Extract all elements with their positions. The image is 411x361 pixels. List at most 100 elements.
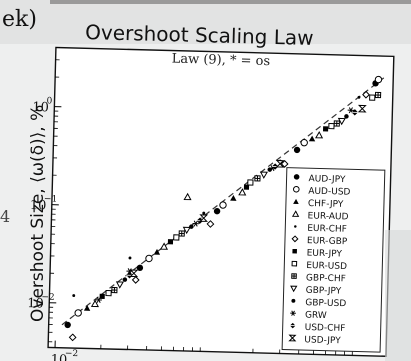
point-gbp-chf — [178, 230, 185, 237]
point-eur-jpy — [243, 184, 250, 190]
marker-shape — [173, 234, 180, 241]
point-usd-jpy — [275, 159, 285, 168]
marker-shape — [328, 122, 335, 130]
marker-shape — [293, 146, 301, 154]
legend-label-eur-chf: EUR-CHF — [307, 224, 347, 235]
legend-marker-gbp-chf — [291, 273, 297, 279]
point-eur-usd — [328, 122, 335, 130]
legend-marker-eur-chf — [294, 225, 297, 228]
point-usd-jpy — [357, 104, 367, 113]
legend-marker-grw — [290, 310, 296, 316]
point-eur-aud — [238, 188, 247, 196]
marker-spoke — [348, 107, 353, 114]
marker-shape — [322, 126, 329, 132]
legend-marker-eur-usd — [291, 260, 298, 267]
marker-shape — [74, 309, 82, 317]
legend-label-usd-jpy: USD-JPY — [304, 335, 341, 346]
point-eur-chf — [72, 294, 76, 298]
marker-shape — [357, 104, 367, 113]
point-usd-chf — [351, 109, 359, 116]
fit-line-layer — [61, 77, 385, 326]
legend-label-usd-chf: USD-CHF — [305, 323, 346, 334]
marker-shape — [213, 207, 221, 215]
marker-shape — [362, 90, 370, 99]
legend-label-chf-jpy: CHF-JPY — [308, 199, 344, 210]
marker-shape — [238, 188, 247, 196]
marker-shape — [288, 334, 297, 342]
point-aud-jpy — [64, 321, 71, 329]
point-eur-gbp — [206, 220, 215, 228]
marker-shape — [337, 117, 346, 126]
legend-label-eur-usd: EUR-USD — [306, 261, 347, 272]
point-gbp-usd — [189, 224, 194, 229]
point-gbp-jpy — [182, 226, 191, 235]
point-grw — [95, 296, 102, 303]
marker-shape — [136, 264, 144, 271]
point-eur-gbp — [362, 90, 370, 99]
y-tick-exponent: −2 — [41, 293, 55, 303]
point-eur-usd — [247, 179, 254, 186]
point-eur-jpy — [99, 293, 105, 299]
legend-marker-gbp-usd — [291, 298, 296, 303]
corner-text: ek) — [2, 7, 37, 32]
marker-shape — [64, 321, 71, 329]
marker-shape — [290, 285, 298, 293]
point-eur-usd — [173, 234, 180, 241]
marker-shape — [199, 214, 209, 222]
legend-label-grw: GRW — [305, 311, 327, 322]
point-gbp-jpy — [259, 171, 268, 179]
point-aud-jpy — [213, 207, 221, 215]
marker-shape — [315, 131, 324, 139]
scan-shadow — [385, 230, 411, 361]
y-tick-exponent: 0 — [46, 96, 52, 106]
point-eur-aud — [90, 299, 99, 308]
point-gbp-usd — [344, 114, 349, 119]
point-gbp-chf — [254, 175, 261, 182]
marker-shape — [131, 276, 140, 284]
legend-marker-usd-chf — [289, 322, 296, 329]
marker-shape — [291, 235, 299, 243]
point-usd-jpy — [199, 214, 209, 222]
marker-shape — [294, 225, 297, 228]
marker-shape — [219, 201, 227, 209]
legend-marker-aud-jpy — [293, 174, 300, 180]
point-chf-jpy — [308, 135, 316, 142]
y-tick-label: 10 — [27, 296, 44, 311]
marker-shape — [247, 179, 254, 186]
y-tick-exponent: −1 — [44, 194, 58, 204]
point-aud-usd — [374, 75, 383, 84]
marker-shape — [145, 254, 153, 263]
marker-shape — [243, 184, 250, 190]
marker-shape — [291, 210, 300, 217]
side-fragment: 4 — [0, 207, 10, 226]
x-tick-exponent: −2 — [65, 349, 79, 359]
marker-shape — [280, 160, 289, 168]
marker-shape — [90, 299, 99, 308]
legend-marker-eur-aud — [291, 210, 300, 217]
marker-shape — [206, 220, 215, 228]
marker-shape — [129, 269, 139, 278]
y-tick-label: 10 — [30, 198, 47, 213]
y-tick-label: 10 — [32, 100, 49, 115]
marker-shape — [308, 135, 316, 142]
point-gbp-chf — [111, 286, 118, 294]
marker-shape — [167, 239, 174, 245]
marker-spoke — [96, 296, 101, 303]
point-grw — [192, 220, 199, 227]
legend-label-eur-gbp: EUR-GBP — [307, 236, 348, 247]
point-aud-jpy — [136, 264, 144, 271]
marker-shape — [182, 226, 191, 235]
point-eur-aud — [315, 131, 324, 139]
marker-shape — [122, 277, 128, 282]
marker-shape — [230, 195, 237, 201]
point-eur-gbp — [68, 333, 77, 342]
legend-label-gbp-chf: GBP-CHF — [306, 273, 346, 284]
marker-shape — [357, 95, 361, 99]
point-eur-chf — [357, 95, 361, 99]
point-eur-aud — [159, 242, 169, 250]
point-eur-chf — [128, 256, 132, 260]
legend-label-aud-jpy: AUD-JPY — [308, 174, 346, 185]
scatter-points-layer — [64, 75, 383, 342]
